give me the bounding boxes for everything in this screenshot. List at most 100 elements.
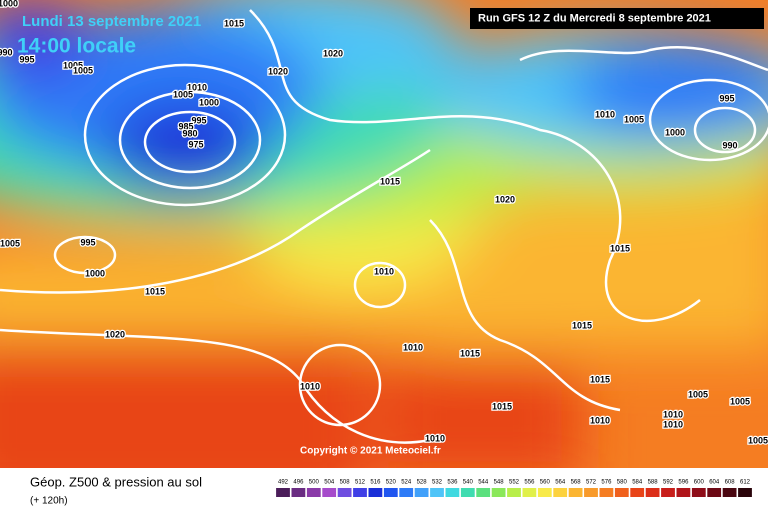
isobar-label: 1020 xyxy=(323,48,343,58)
isobar-label: 1000 xyxy=(665,127,685,137)
colorbar-swatch xyxy=(430,488,444,497)
colorbar-label: 528 xyxy=(417,480,428,486)
colorbar-swatch xyxy=(645,488,660,497)
colorbar-label: 560 xyxy=(540,480,551,486)
date-label: Lundi 13 septembre 2021 xyxy=(22,13,201,30)
colorbar-label: 520 xyxy=(386,480,397,486)
colorbar-swatch xyxy=(337,488,352,497)
isobar-label: 1005 xyxy=(0,238,20,248)
colorbar-swatch xyxy=(661,488,675,497)
colorbar-label: 604 xyxy=(709,480,720,486)
isobar-label: 995 xyxy=(80,237,95,247)
isobar-label: 1000 xyxy=(199,97,219,107)
isobar-label: 1020 xyxy=(105,329,125,339)
isobar-label: 1005 xyxy=(624,114,644,124)
colorbar-swatch xyxy=(445,488,460,497)
isobar-label: 1015 xyxy=(224,18,244,28)
colorbar-label: 500 xyxy=(309,480,320,486)
colorbar-swatch xyxy=(537,488,552,497)
colorbar-swatch xyxy=(476,488,491,497)
colorbar-swatch xyxy=(584,488,598,497)
colorbar-swatch xyxy=(522,488,537,497)
isobar-label: 1005 xyxy=(730,396,750,406)
colorbar-label: 568 xyxy=(571,480,582,486)
isobar-label: 1015 xyxy=(572,320,592,330)
isobar-label: 1000 xyxy=(85,268,105,278)
isobar-label: 995 xyxy=(719,93,734,103)
isobar-label: 1010 xyxy=(595,109,615,119)
isobar-label: 1005 xyxy=(73,65,93,75)
colorbar-label: 608 xyxy=(725,480,736,486)
colorbar-swatch xyxy=(368,488,383,497)
isobar-label: 990 xyxy=(722,140,737,150)
isobar-label: 1020 xyxy=(268,66,288,76)
isobar-label: 1005 xyxy=(688,389,708,399)
isobar-label: 1020 xyxy=(495,194,515,204)
isobar-label: 1015 xyxy=(590,374,610,384)
colorbar-label: 592 xyxy=(663,480,674,486)
isobar-label: 990 xyxy=(0,47,13,57)
isobar-label: 1010 xyxy=(663,419,683,429)
colorbar-swatch xyxy=(291,488,306,497)
colorbar-swatch xyxy=(414,488,429,497)
colorbar-swatch xyxy=(460,488,475,497)
colorbar-label: 564 xyxy=(555,480,566,486)
colorbar-label: 576 xyxy=(601,480,612,486)
isobar-label: 1015 xyxy=(460,348,480,358)
colorbar-swatch xyxy=(491,488,506,497)
colorbar-swatch xyxy=(599,488,614,497)
colorbar-label: 588 xyxy=(648,480,659,486)
isobar-label: 1005 xyxy=(748,435,768,445)
colorbar-swatch xyxy=(707,488,722,497)
isobar-label: 980 xyxy=(182,128,197,138)
isobar-labels: 1000990995100510051015102010201010100510… xyxy=(0,0,768,447)
colorbar-label: 580 xyxy=(617,480,628,486)
isobar-label: 1010 xyxy=(403,342,423,352)
colorbar-label: 544 xyxy=(478,480,489,486)
colorbar-swatch xyxy=(306,488,321,497)
colorbar-label: 572 xyxy=(586,480,597,486)
run-label: Run GFS 12 Z du Mercredi 8 septembre 202… xyxy=(478,12,711,24)
run-box xyxy=(470,8,764,29)
colorbar-swatch xyxy=(276,488,290,497)
copyright: Copyright © 2021 Meteociel.fr xyxy=(300,446,441,457)
isobar-label: 975 xyxy=(188,139,203,149)
colorbar-swatch xyxy=(322,488,337,497)
colorbar-label: 540 xyxy=(463,480,474,486)
isobar-label: 1010 xyxy=(187,82,207,92)
time-label: 14:00 locale xyxy=(17,35,136,58)
isobar-label: 1000 xyxy=(0,0,18,8)
isobar-label: 1015 xyxy=(610,243,630,253)
colorbar-label: 548 xyxy=(494,480,505,486)
isobar-label: 1010 xyxy=(300,381,320,391)
isobar-label: 1010 xyxy=(663,409,683,419)
colorbar-label: 504 xyxy=(324,480,335,486)
colorbar-swatch xyxy=(630,488,645,497)
isobar-label: 1015 xyxy=(492,401,512,411)
colorbar-label: 524 xyxy=(401,480,412,486)
isobars xyxy=(0,9,768,444)
colorbar-swatch xyxy=(507,488,521,497)
colorbar-label: 496 xyxy=(293,480,304,486)
colorbar-swatch xyxy=(691,488,706,497)
colorbar-label: 536 xyxy=(447,480,458,486)
colorbar-label: 512 xyxy=(355,480,366,486)
isobar-label: 1005 xyxy=(173,89,193,99)
colorbar-swatch xyxy=(614,488,629,497)
colorbar: 492 496 500 504 508 512 516 520 524 528 532 536 540 5… xyxy=(276,480,752,497)
colorbar-swatch xyxy=(722,488,737,497)
colorbar-swatch xyxy=(676,488,691,497)
isobar-label: 995 xyxy=(191,115,206,125)
isobar-label: 1015 xyxy=(145,286,165,296)
isobar-label: 1015 xyxy=(380,176,400,186)
colorbar-label: 516 xyxy=(370,480,381,486)
footer-title: Géop. Z500 & pression au sol xyxy=(30,474,202,489)
colorbar-label: 552 xyxy=(509,480,520,486)
isobar-label: 985 xyxy=(178,121,193,131)
colorbar-label: 584 xyxy=(632,480,643,486)
colorbar-swatch xyxy=(383,488,398,497)
colorbar-label: 612 xyxy=(740,480,751,486)
colorbar-label: 600 xyxy=(694,480,705,486)
